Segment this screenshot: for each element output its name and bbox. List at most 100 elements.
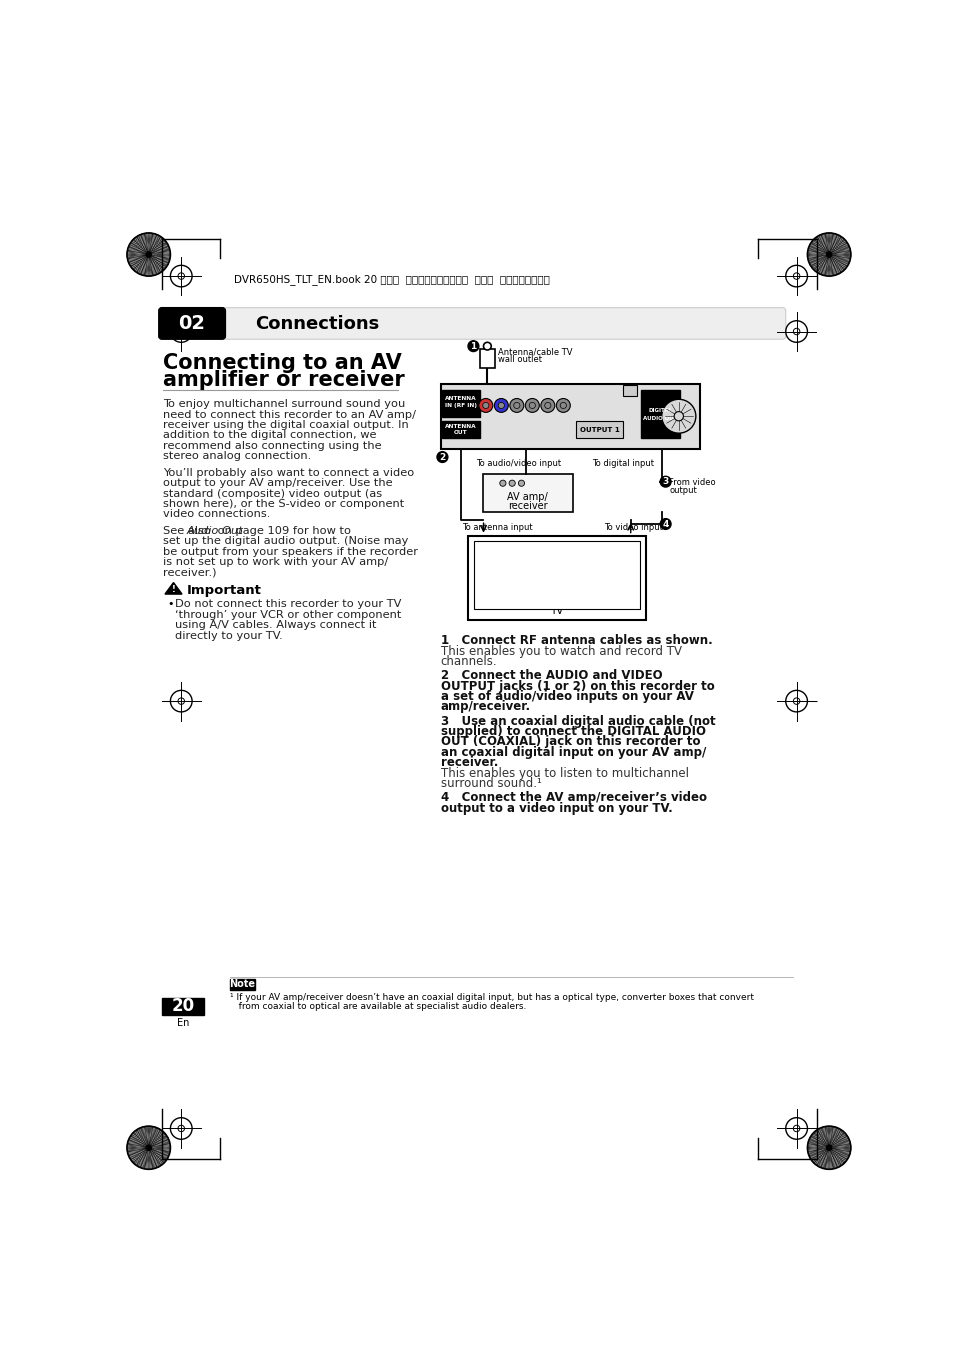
Circle shape (825, 251, 831, 257)
Circle shape (529, 403, 535, 408)
Bar (442, 422, 479, 438)
Text: Antenna/cable TV: Antenna/cable TV (497, 347, 572, 357)
Text: !: ! (172, 585, 175, 594)
Bar (230, 979, 254, 990)
Text: recommend also connecting using the: recommend also connecting using the (163, 440, 381, 451)
Circle shape (513, 403, 519, 408)
Text: Connecting to an AV: Connecting to an AV (163, 353, 402, 373)
Text: DVR650HS_TLT_EN.book 20 ページ  ２００７年３月２０日  火曜日  午後１２時１９分: DVR650HS_TLT_EN.book 20 ページ ２００７年３月２０日 火… (233, 274, 549, 285)
Text: 1: 1 (470, 342, 476, 351)
Text: TV: TV (550, 607, 563, 616)
Text: surround sound.¹: surround sound.¹ (440, 777, 541, 790)
Text: receiver using the digital coaxial output. In: receiver using the digital coaxial outpu… (163, 420, 409, 430)
Text: receiver.): receiver.) (163, 567, 216, 577)
Circle shape (525, 399, 538, 412)
Circle shape (556, 399, 570, 412)
Text: See also: See also (163, 526, 214, 536)
Text: This enables you to listen to multichannel: This enables you to listen to multichann… (440, 766, 688, 780)
Text: ANTENNA: ANTENNA (445, 424, 476, 428)
Text: 2   Connect the AUDIO and VIDEO: 2 Connect the AUDIO and VIDEO (440, 669, 661, 682)
Circle shape (540, 399, 555, 412)
Text: using A/V cables. Always connect it: using A/V cables. Always connect it (174, 620, 376, 631)
Text: 3   Use an coaxial digital audio cable (not: 3 Use an coaxial digital audio cable (no… (440, 715, 715, 728)
Text: shown here), or the S-video or component: shown here), or the S-video or component (163, 499, 404, 509)
Text: To digital input: To digital input (592, 459, 654, 467)
Circle shape (497, 403, 504, 408)
Circle shape (499, 480, 505, 486)
Circle shape (659, 477, 670, 488)
Text: channels.: channels. (440, 655, 497, 667)
Text: You’ll probably also want to connect a video: You’ll probably also want to connect a v… (163, 467, 415, 478)
Circle shape (674, 412, 682, 422)
Text: Audio Out: Audio Out (187, 526, 243, 536)
Text: 4: 4 (661, 520, 668, 528)
FancyBboxPatch shape (223, 308, 785, 339)
Text: OUTPUT 1: OUTPUT 1 (579, 427, 619, 434)
Text: standard (composite) video output (as: standard (composite) video output (as (163, 489, 382, 499)
Circle shape (478, 399, 493, 412)
Text: ¹ If your AV amp/receiver doesn’t have an coaxial digital input, but has a optic: ¹ If your AV amp/receiver doesn’t have a… (230, 993, 753, 1002)
Text: To enjoy multichannel surround sound you: To enjoy multichannel surround sound you (163, 400, 405, 409)
Bar (474, 540, 639, 609)
Circle shape (509, 480, 515, 486)
Text: be output from your speakers if the recorder: be output from your speakers if the reco… (163, 547, 418, 557)
Circle shape (146, 1146, 152, 1150)
Text: output: output (669, 485, 697, 494)
Text: •: • (167, 600, 173, 609)
Text: addition to the digital connection, we: addition to the digital connection, we (163, 431, 376, 440)
Text: AV amp/: AV amp/ (507, 492, 547, 503)
Text: This enables you to watch and record TV: This enables you to watch and record TV (440, 644, 681, 658)
Text: supplied) to connect the DIGITAL AUDIO: supplied) to connect the DIGITAL AUDIO (440, 725, 705, 738)
Text: 20: 20 (171, 997, 194, 1015)
Text: OUTPUT jacks (1 or 2) on this recorder to: OUTPUT jacks (1 or 2) on this recorder t… (440, 680, 714, 693)
Bar (162, 997, 204, 1015)
Text: receiver.: receiver. (440, 757, 497, 769)
Text: ‘through’ your VCR or other component: ‘through’ your VCR or other component (174, 609, 401, 620)
Text: 4   Connect the AV amp/receiver’s video: 4 Connect the AV amp/receiver’s video (440, 792, 706, 804)
Text: amplifier or receiver: amplifier or receiver (163, 370, 405, 390)
Text: video connections.: video connections. (163, 509, 271, 519)
Polygon shape (165, 582, 182, 594)
Text: 02: 02 (178, 315, 206, 334)
Text: output to your AV amp/receiver. Use the: output to your AV amp/receiver. Use the (163, 478, 393, 488)
Text: En: En (176, 1019, 189, 1028)
Circle shape (559, 403, 566, 408)
Text: OUT: OUT (454, 430, 467, 435)
FancyBboxPatch shape (158, 308, 225, 339)
Circle shape (825, 1146, 831, 1150)
Text: a set of audio/video inputs on your AV: a set of audio/video inputs on your AV (440, 690, 693, 703)
Text: is not set up to work with your AV amp/: is not set up to work with your AV amp/ (163, 557, 388, 567)
Text: DIGITAL: DIGITAL (647, 408, 672, 413)
Bar (468, 535, 645, 620)
Circle shape (468, 340, 478, 351)
Text: wall outlet: wall outlet (497, 355, 541, 365)
Text: IN (RF IN): IN (RF IN) (444, 403, 476, 408)
Circle shape (482, 403, 488, 408)
Text: from coaxial to optical are available at specialist audio dealers.: from coaxial to optical are available at… (230, 1002, 526, 1011)
Bar (640, 390, 679, 438)
Circle shape (659, 519, 670, 530)
Bar (442, 390, 479, 417)
Circle shape (483, 342, 491, 350)
Circle shape (517, 480, 524, 486)
Circle shape (509, 399, 523, 412)
Text: on page 109 for how to: on page 109 for how to (213, 526, 351, 536)
Text: OUT (COAXIAL) jack on this recorder to: OUT (COAXIAL) jack on this recorder to (440, 735, 700, 748)
Text: amp/receiver.: amp/receiver. (440, 700, 531, 713)
Circle shape (436, 451, 447, 462)
Text: receiver: receiver (507, 500, 547, 511)
Circle shape (544, 403, 550, 408)
Bar (479, 349, 495, 369)
Text: an coaxial digital input on your AV amp/: an coaxial digital input on your AV amp/ (440, 746, 705, 759)
Circle shape (494, 399, 508, 412)
Text: Do not connect this recorder to your TV: Do not connect this recorder to your TV (174, 600, 401, 609)
Text: From video: From video (669, 478, 716, 486)
Text: stereo analog connection.: stereo analog connection. (163, 451, 312, 461)
Text: 3: 3 (661, 477, 668, 486)
Text: AUDIO OUT: AUDIO OUT (642, 416, 677, 422)
Text: directly to your TV.: directly to your TV. (174, 631, 282, 640)
Text: Important: Important (187, 584, 261, 597)
Circle shape (146, 251, 152, 257)
Text: Connections: Connections (254, 315, 378, 332)
Text: set up the digital audio output. (Noise may: set up the digital audio output. (Noise … (163, 536, 409, 546)
